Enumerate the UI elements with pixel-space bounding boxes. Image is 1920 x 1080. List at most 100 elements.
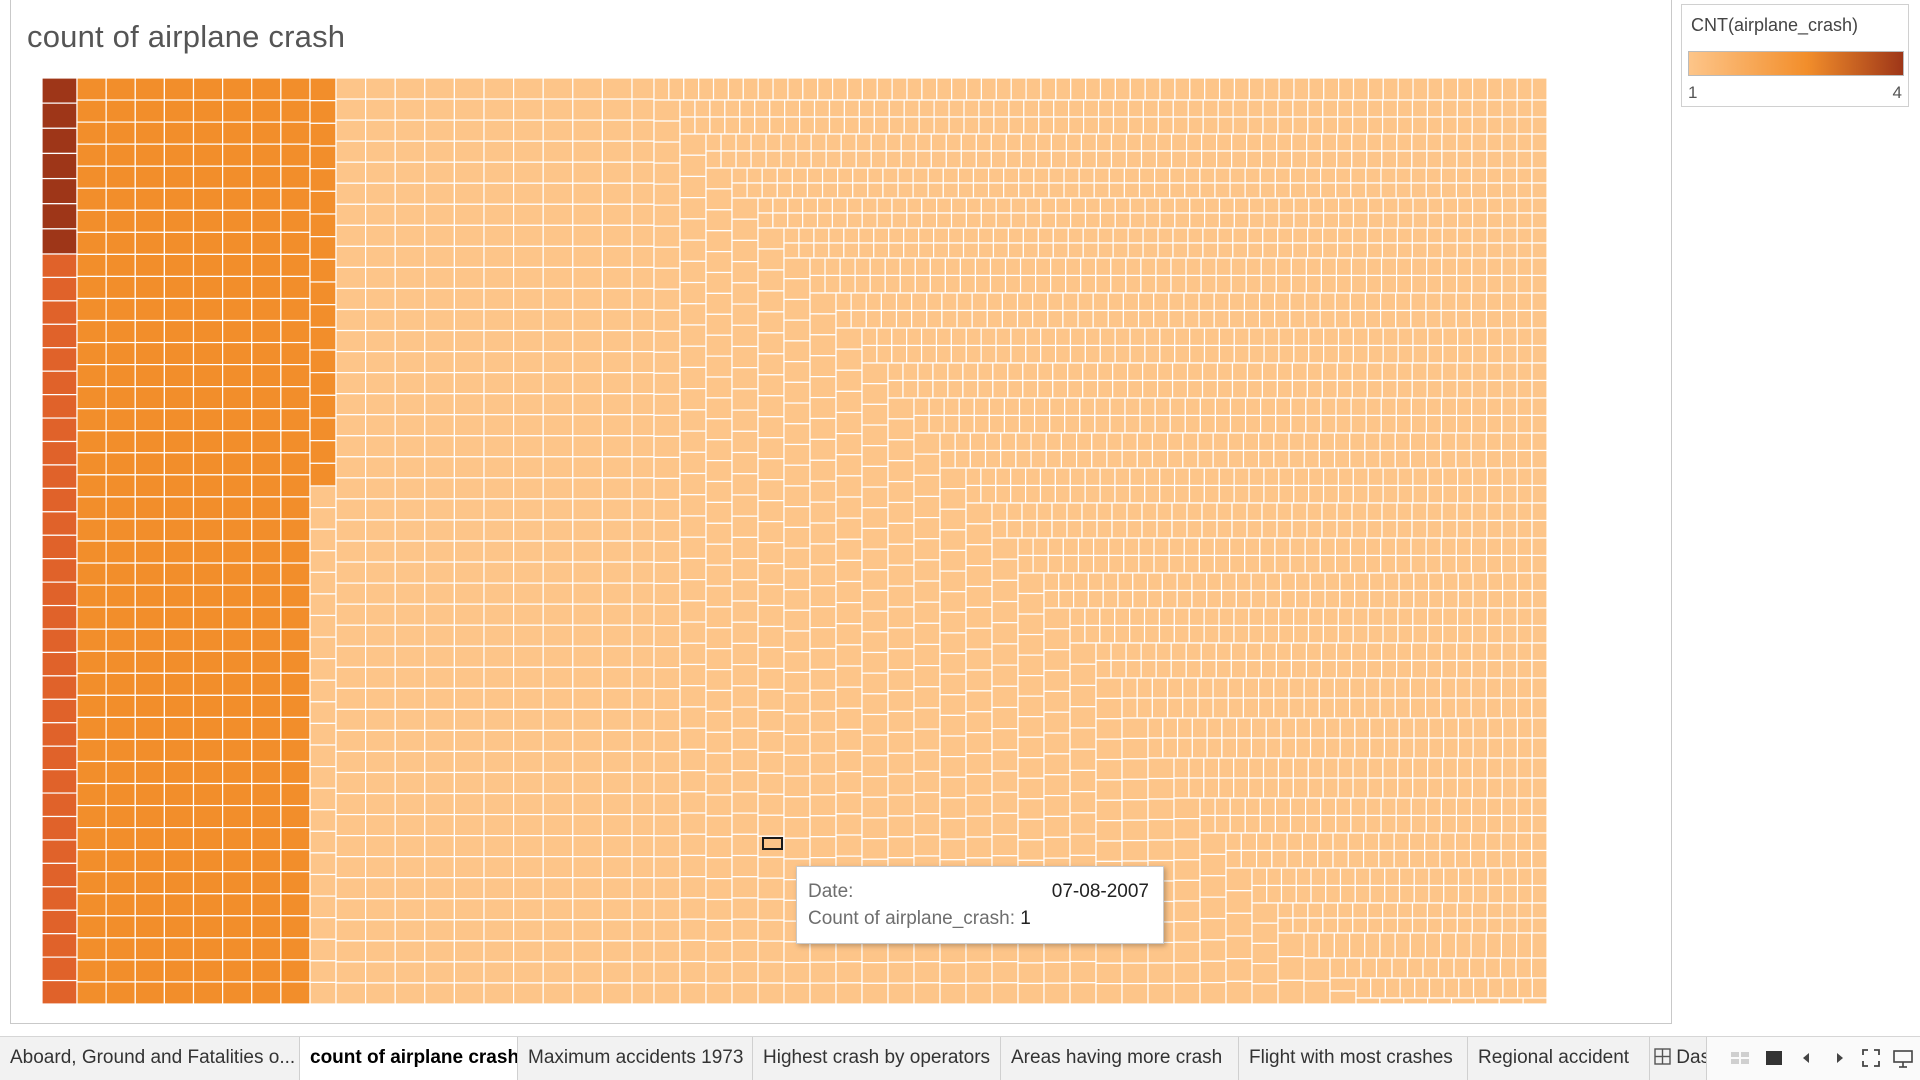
treemap-cell-count-1[interactable] <box>1441 519 1458 539</box>
treemap-cell-count-2[interactable] <box>309 281 337 306</box>
treemap-cell-count-1[interactable] <box>601 961 633 984</box>
treemap-cell-count-1[interactable] <box>572 308 603 332</box>
treemap-cell-count-1[interactable] <box>1247 99 1264 118</box>
treemap-cell-count-1[interactable] <box>1197 697 1214 719</box>
treemap-cell-count-1[interactable] <box>601 372 633 395</box>
treemap-cell-count-1[interactable] <box>1203 344 1220 364</box>
treemap-cell-count-1[interactable] <box>991 622 1019 645</box>
treemap-cell-count-1[interactable] <box>1454 849 1472 869</box>
treemap-cell-count-1[interactable] <box>1308 77 1325 101</box>
treemap-cell-count-1[interactable] <box>653 688 681 711</box>
treemap-cell-count-2[interactable] <box>222 474 253 498</box>
treemap-cell-count-1[interactable] <box>731 897 759 920</box>
treemap-cell-count-1[interactable] <box>1191 717 1208 739</box>
treemap-cell-count-1[interactable] <box>939 817 967 840</box>
treemap-cell-count-1[interactable] <box>783 257 811 280</box>
treemap-cell-count-1[interactable] <box>1275 659 1293 679</box>
treemap-cell-count-1[interactable] <box>424 687 455 710</box>
treemap-cell-count-2[interactable] <box>76 804 107 829</box>
treemap-cell-count-1[interactable] <box>1111 502 1128 522</box>
treemap-cell-count-1[interactable] <box>913 397 930 417</box>
treemap-cell-count-1[interactable] <box>1410 182 1427 199</box>
treemap-cell-count-1[interactable] <box>809 480 837 503</box>
treemap-cell-count-1[interactable] <box>1349 697 1366 719</box>
treemap-cell-count-1[interactable] <box>1291 502 1308 522</box>
treemap-cell-count-1[interactable] <box>731 706 759 729</box>
treemap-cell-count-1[interactable] <box>1516 917 1533 934</box>
treemap-cell-count-1[interactable] <box>1380 797 1397 817</box>
treemap-cell-count-1[interactable] <box>809 961 837 984</box>
treemap-cell-count-1[interactable] <box>861 817 889 840</box>
treemap-cell-count-1[interactable] <box>542 77 574 100</box>
treemap-cell-count-1[interactable] <box>809 752 837 775</box>
treemap-cell-count-2[interactable] <box>134 77 165 101</box>
treemap-cell-count-1[interactable] <box>1501 116 1518 135</box>
treemap-cell-count-2[interactable] <box>251 297 282 322</box>
treemap-cell-count-1[interactable] <box>1172 227 1189 244</box>
treemap-cell-count-1[interactable] <box>911 292 928 312</box>
treemap-cell-count-1[interactable] <box>1127 227 1144 244</box>
treemap-cell-count-1[interactable] <box>757 311 785 334</box>
treemap-cell-count-1[interactable] <box>1147 962 1175 985</box>
treemap-cell-count-1[interactable] <box>1366 362 1383 382</box>
treemap-cell-count-2[interactable] <box>105 827 136 851</box>
treemap-cell-count-1[interactable] <box>1501 902 1518 919</box>
treemap-cell-count-1[interactable] <box>1262 227 1279 244</box>
treemap-cell-count-1[interactable] <box>1072 572 1089 592</box>
treemap-cell-count-1[interactable] <box>1017 613 1045 636</box>
treemap-cell-count-1[interactable] <box>1114 327 1131 347</box>
treemap-cell-count-1[interactable] <box>513 877 544 900</box>
treemap-cell-count-1[interactable] <box>980 484 997 504</box>
treemap-cell-count-2[interactable] <box>134 672 165 696</box>
treemap-cell-count-1[interactable] <box>705 543 733 566</box>
treemap-cell-count-1[interactable] <box>1457 737 1474 759</box>
treemap-cell-count-1[interactable] <box>1188 757 1205 779</box>
treemap-cell-count-1[interactable] <box>739 99 756 118</box>
treemap-cell-count-1[interactable] <box>1391 957 1409 979</box>
treemap-cell-count-1[interactable] <box>1501 642 1518 662</box>
treemap-cell-count-1[interactable] <box>1212 432 1229 452</box>
treemap-cell-count-1[interactable] <box>601 308 633 332</box>
treemap-cell-count-1[interactable] <box>1352 197 1369 214</box>
treemap-cell-count-1[interactable] <box>783 816 811 839</box>
treemap-cell-count-1[interactable] <box>835 517 863 540</box>
treemap-cell-count-1[interactable] <box>1173 982 1201 1005</box>
treemap-cell-count-2[interactable] <box>251 672 282 696</box>
treemap-cell-count-1[interactable] <box>731 473 759 496</box>
treemap-cell-count-1[interactable] <box>1471 624 1488 644</box>
treemap-cell-count-1[interactable] <box>1410 814 1427 834</box>
treemap-cell-count-2[interactable] <box>251 959 282 983</box>
treemap-cell-count-1[interactable] <box>1048 167 1065 184</box>
treemap-cell-count-2[interactable] <box>251 915 282 939</box>
treemap-cell-count-1[interactable] <box>542 435 574 458</box>
treemap-cell-count-1[interactable] <box>772 197 789 214</box>
treemap-cell-count-1[interactable] <box>631 456 655 479</box>
treemap-cell-count-1[interactable] <box>1154 414 1171 434</box>
treemap-cell-count-1[interactable] <box>1095 942 1123 964</box>
treemap-cell-count-1[interactable] <box>831 77 849 101</box>
treemap-cell-count-1[interactable] <box>1218 197 1235 214</box>
treemap-cell-count-1[interactable] <box>1426 116 1443 135</box>
treemap-cell-count-1[interactable] <box>891 197 908 214</box>
treemap-cell-count-1[interactable] <box>927 182 944 199</box>
treemap-cell-count-1[interactable] <box>783 961 811 984</box>
treemap-cell-count-1[interactable] <box>1277 932 1305 958</box>
treemap-cell-count-1[interactable] <box>825 150 842 169</box>
treemap-cell-count-1[interactable] <box>705 877 733 901</box>
treemap-cell-count-1[interactable] <box>1125 133 1143 152</box>
treemap-cell-count-1[interactable] <box>1366 227 1384 244</box>
treemap-cell-count-1[interactable] <box>1516 624 1533 644</box>
treemap-cell-count-2[interactable] <box>134 474 165 498</box>
treemap-cell-count-1[interactable] <box>1471 150 1488 169</box>
treemap-cell-count-1[interactable] <box>1292 116 1309 135</box>
treemap-cell-count-2[interactable] <box>251 143 282 167</box>
treemap-cell-count-2[interactable] <box>222 77 253 101</box>
treemap-cell-count-1[interactable] <box>1275 642 1293 662</box>
treemap-cell-count-2[interactable] <box>251 319 282 344</box>
treemap-cell-count-1[interactable] <box>572 456 603 479</box>
treemap-cell-count-1[interactable] <box>631 161 655 184</box>
treemap-cell-count-1[interactable] <box>424 940 455 963</box>
treemap-cell-count-1[interactable] <box>1153 537 1170 557</box>
treemap-cell-count-1[interactable] <box>601 561 633 584</box>
treemap-cell-count-2[interactable] <box>280 275 311 300</box>
